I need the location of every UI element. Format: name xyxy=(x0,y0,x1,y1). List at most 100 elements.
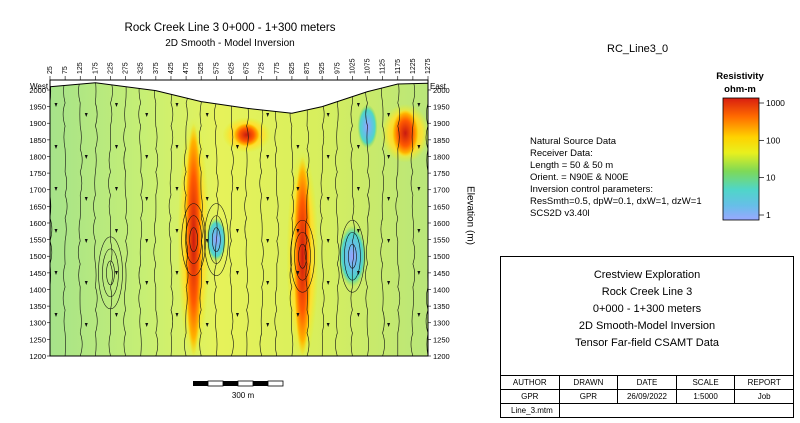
flow-arrow xyxy=(266,155,270,159)
data-type: Tensor Far-field CSAMT Data xyxy=(574,337,720,349)
colorbar-title: Resistivity xyxy=(716,71,764,82)
y-tick-label: 1900 xyxy=(29,119,46,128)
surface-profile xyxy=(49,82,429,114)
y-tick-label: 1300 xyxy=(29,319,46,328)
x-tick-label: 975 xyxy=(334,62,341,74)
value-report: Job xyxy=(734,389,794,404)
y-tick-label: 1600 xyxy=(433,219,450,228)
contour-line xyxy=(410,82,416,356)
contour-loop xyxy=(106,260,115,286)
y-tick-label: 1650 xyxy=(29,202,46,211)
flow-arrow xyxy=(54,103,58,107)
flow-arrow xyxy=(356,313,360,317)
flow-arrow xyxy=(114,187,118,191)
contour-line xyxy=(395,82,401,356)
y-tick-label: 1700 xyxy=(29,186,46,195)
flow-arrow xyxy=(205,239,209,243)
value-drawn: GPR xyxy=(558,389,619,404)
x-tick-label: 475 xyxy=(183,62,190,74)
contour-line xyxy=(153,82,159,356)
flow-arrow xyxy=(145,281,149,285)
high-resistivity-zone xyxy=(184,123,203,356)
y-axis-left: 2000 1950 1900 1850 1800 1750 1700 1650 1600 1550… xyxy=(29,86,50,361)
contour-line xyxy=(289,82,295,356)
colorbar-ticks: 1000 100 10 1 xyxy=(759,98,785,220)
flow-arrow xyxy=(235,187,239,191)
x-tick-label: 75 xyxy=(62,66,69,74)
contour-line xyxy=(229,82,234,356)
y-axis-right: 2000 1950 1900 1850 1800 1750 1700 1650 1600 1550… xyxy=(428,86,450,361)
plot-frame xyxy=(49,79,429,357)
y-tick-label: 1350 xyxy=(433,302,450,311)
contour-line xyxy=(93,82,98,356)
title-block: Crestview Exploration Rock Creek Line 3 … xyxy=(500,256,794,418)
y-axis-title: Elevation (m) xyxy=(464,186,476,245)
contour-loop xyxy=(340,219,365,293)
contour-line xyxy=(77,82,83,356)
x-tick-label: 125 xyxy=(77,62,84,74)
contour-loop xyxy=(298,243,307,269)
header-author: AUTHOR xyxy=(500,375,560,390)
x-tick-label: 875 xyxy=(304,62,311,74)
header-date: DATE xyxy=(617,375,677,390)
y-tick-label: 1500 xyxy=(433,252,450,261)
colorbar-tick-label: 100 xyxy=(766,135,780,145)
flow-arrow xyxy=(387,113,391,117)
x-tick-label: 1075 xyxy=(365,58,372,74)
scale-bar xyxy=(193,380,284,387)
flow-arrow xyxy=(296,271,300,275)
x-tick-label: 575 xyxy=(213,62,220,74)
y-tick-label: 1750 xyxy=(29,169,46,178)
y-tick-label: 1700 xyxy=(433,186,450,195)
value-scale: 1:5000 xyxy=(675,389,736,404)
flow-arrow xyxy=(54,187,58,191)
flow-arrow xyxy=(145,113,149,117)
colorbar-tick-label: 1000 xyxy=(766,98,785,108)
contour-loop xyxy=(348,243,357,269)
flow-arrow xyxy=(356,145,360,149)
contour-line xyxy=(214,82,219,356)
y-tick-label: 1750 xyxy=(433,169,450,178)
high-resistivity-zone xyxy=(233,123,260,147)
colorbar-tick-label: 10 xyxy=(766,173,776,183)
y-tick-label: 1500 xyxy=(29,252,46,261)
y-tick-label: 1550 xyxy=(433,236,450,245)
flow-arrow xyxy=(326,239,330,243)
contour-loop xyxy=(181,203,206,276)
flow-arrow xyxy=(175,187,179,191)
info-line: Inversion control parameters: xyxy=(530,184,654,195)
contour-line xyxy=(319,82,325,356)
y-tick-label: 1600 xyxy=(29,219,46,228)
flow-arrow xyxy=(84,239,88,243)
flow-arrow xyxy=(417,187,421,191)
flow-arrow xyxy=(417,145,421,149)
flow-arrow xyxy=(175,103,179,107)
flow-arrow xyxy=(114,271,118,275)
y-tick-label: 1800 xyxy=(29,152,46,161)
flow-arrow xyxy=(417,313,421,317)
contour-line xyxy=(350,82,355,356)
flow-arrow xyxy=(175,271,179,275)
flow-arrow xyxy=(235,145,239,149)
high-resistivity-zone xyxy=(392,109,419,157)
flow-arrow xyxy=(326,323,330,327)
flow-arrow xyxy=(326,155,330,159)
x-tick-label: 175 xyxy=(92,62,99,74)
flow-arrow xyxy=(145,239,149,243)
y-tick-label: 1400 xyxy=(29,285,46,294)
flow-arrow xyxy=(175,145,179,149)
x-tick-label: 425 xyxy=(168,62,175,74)
flow-arrow xyxy=(417,229,421,233)
x-tick-label: 1125 xyxy=(380,59,387,74)
x-label-east: East xyxy=(430,82,447,91)
x-tick-label: 1025 xyxy=(349,58,356,74)
x-tick-label: 675 xyxy=(244,62,251,74)
flow-arrow xyxy=(235,271,239,275)
flow-arrow xyxy=(266,323,270,327)
contour-line xyxy=(123,82,128,356)
x-tick-label: 1225 xyxy=(410,58,417,74)
y-tick-label: 2000 xyxy=(29,86,46,95)
file-name: Line_3.mtm xyxy=(500,403,560,418)
flow-arrow xyxy=(326,113,330,117)
flow-arrow xyxy=(387,155,391,159)
